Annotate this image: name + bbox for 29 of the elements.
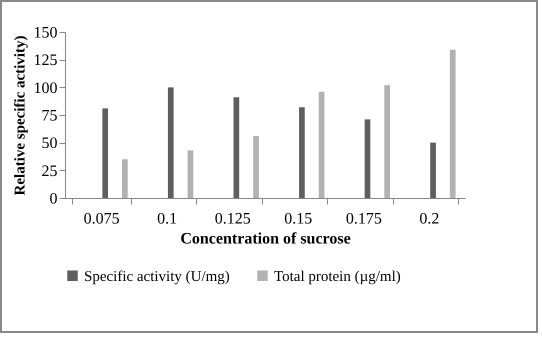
y-tick-label: 100 [34,80,58,97]
bar [188,150,194,198]
bar [384,85,390,198]
y-tick-label: 125 [34,52,58,70]
x-tick-label: 0.175 [346,210,382,228]
bar [253,136,259,198]
bar [102,108,108,198]
x-tick-label: 0.075 [84,210,120,228]
bar [299,107,305,198]
y-tick-label: 0 [50,190,58,208]
bar [364,119,370,198]
bar [168,87,174,198]
bar [430,142,436,198]
x-tick-label: 0.1 [157,210,178,228]
legend-label: Specific activity (U/mg) [84,268,230,285]
x-tick-label: 0.15 [284,210,312,228]
legend-label: Total protein (µg/ml) [274,268,401,285]
y-tick-label: 25 [42,162,58,180]
bar [233,97,240,198]
bar [450,50,456,198]
x-axis-title: Concentration of sucrose [180,230,351,248]
bar [122,159,128,198]
y-tick-label: 50 [42,135,58,152]
x-tick-label: 0.125 [214,210,251,228]
y-tick-label: 75 [42,108,58,124]
y-tick-label: 150 [34,24,58,42]
x-tick-label: 0.2 [419,210,440,228]
y-axis-title: Relative specific activity) [12,36,28,196]
bar [318,92,324,198]
